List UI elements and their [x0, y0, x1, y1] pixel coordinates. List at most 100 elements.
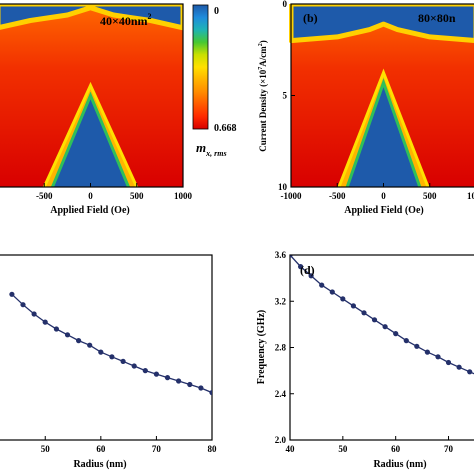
panel-b-ytick-label: 10 [278, 182, 288, 192]
heatmap-b-low-top-region [289, 4, 474, 44]
colorbar-top-label: 0 [214, 6, 219, 17]
colorbar: 0 0.668 mx, rms [192, 4, 237, 158]
panel-b-xtick-label: 1000 [467, 191, 474, 201]
panel-d-frame [289, 254, 474, 441]
panel-d-x-ticks: 40 50 60 70 [286, 436, 454, 454]
panel-c-data-point [120, 358, 126, 364]
panel-c-xtick-label: 70 [152, 444, 162, 454]
panel-d-data-point [340, 296, 346, 302]
panel-c-xtick-label: 80 [208, 444, 218, 454]
panel-c-data-point [209, 390, 212, 396]
panel-d-xtick-label: 60 [391, 444, 401, 454]
panel-b-ytick-label: 0 [283, 0, 288, 9]
panel-c-data-point [31, 311, 37, 317]
panel-c-xtick-label: 60 [96, 444, 106, 454]
panel-d-data-point [393, 331, 399, 337]
panel-c-data-point [42, 319, 48, 325]
heatmap-a-low-top-region [0, 4, 183, 31]
heatmap-b-low-wedge [345, 78, 422, 187]
panel-a: -500 0 500 1000 Applied Field (Oe) 40×40nm2 [0, 3, 193, 216]
panel-d-series-line [290, 255, 474, 375]
panel-b-xtick-label: -1000 [281, 191, 302, 201]
panel-b-xtick-label: 0 [381, 191, 386, 201]
panel-d-label: (d) [300, 263, 315, 277]
panel-d-data-point [414, 343, 420, 349]
panel-c-data-point [131, 363, 137, 369]
panel-c-data-point [164, 375, 171, 381]
panel-d-data-point [435, 354, 441, 360]
panel-d-data-point [371, 317, 378, 323]
panel-d-data-point [290, 255, 293, 258]
panel-d-data-point [350, 303, 356, 309]
panel-c-data-point [20, 302, 26, 308]
panel-c: 50 60 70 80 Radius (nm) [0, 254, 217, 470]
panel-d-data-point [361, 310, 367, 316]
panel-d-data-point [298, 264, 304, 270]
panel-d-points [290, 255, 473, 375]
panel-c-data-point [176, 378, 182, 384]
panel-b-x-ticks: -1000 -500 0 500 1000 [281, 183, 474, 201]
panel-c-xlabel: Radius (nm) [73, 459, 126, 470]
panel-b-ytick-label: 5 [283, 91, 288, 101]
heatmap-a [0, 4, 183, 187]
panel-b-label: (b) [303, 11, 318, 25]
panel-d-data-point [467, 369, 473, 375]
panel-d-data-point [319, 282, 325, 288]
panel-d-ytick-label: 2.0 [275, 435, 287, 445]
panel-d-xtick-label: 50 [338, 444, 348, 454]
panel-d-xtick-label: 70 [444, 444, 454, 454]
colorbar-title: mx, rms [196, 140, 227, 158]
panel-d-xlabel: Radius (nm) [373, 459, 426, 470]
panel-c-x-ticks: 50 60 70 80 [41, 436, 217, 454]
panel-b: -1000 -500 0 500 1000 0 5 10 Applied Field (Oe… [258, 0, 474, 216]
heatmap-b [289, 4, 474, 187]
panel-c-data-point [142, 368, 148, 374]
panel-d-data-point [445, 359, 452, 366]
panel-d-data-point [424, 349, 430, 355]
panel-c-data-point [9, 291, 15, 297]
panel-b-xlabel: Applied Field (Oe) [344, 205, 423, 216]
panel-c-data-point [198, 385, 204, 391]
panel-c-xtick-label: 50 [41, 444, 51, 454]
panel-c-series-line [11, 293, 212, 394]
panel-c-data-point [64, 332, 71, 338]
panel-d-data-point [456, 364, 462, 370]
panel-c-data-point [53, 326, 60, 332]
panel-d-y-ticks: 2.0 2.4 2.8 3.2 3.6 [275, 250, 294, 445]
panel-a-x-ticks: -500 0 500 1000 [36, 183, 193, 201]
panel-a-xtick-label: 1000 [174, 191, 193, 201]
panel-b-xtick-label: -500 [329, 191, 346, 201]
panel-d-ytick-label: 2.4 [275, 389, 287, 399]
panel-c-data-point [98, 349, 104, 355]
panel-c-data-point [109, 354, 115, 360]
panel-d-ytick-label: 3.6 [275, 250, 287, 260]
panel-d-ylabel: Frequency (GHz) [256, 310, 267, 385]
panel-d: 40 50 60 70 2.0 2.4 2.8 3.2 3.6 Radius (nm) Fre… [256, 250, 474, 470]
panel-d-ytick-label: 2.8 [275, 343, 287, 353]
panel-d-data-point [308, 273, 314, 279]
colorbar-gradient [192, 4, 209, 130]
panel-b-xtick-label: 500 [423, 191, 437, 201]
panel-b-y-ticks: 0 5 10 [278, 0, 295, 192]
panel-d-data-point [382, 324, 388, 330]
panel-a-xtick-label: 0 [88, 191, 93, 201]
panel-d-data-point [329, 289, 335, 295]
panel-c-points [9, 291, 212, 396]
panel-a-size-label: 40×40nm2 [100, 12, 152, 28]
panel-c-data-point [153, 371, 159, 377]
panel-c-data-point [76, 338, 82, 344]
panel-c-data-point [187, 381, 193, 388]
panel-d-data-point [403, 338, 409, 344]
panel-a-xtick-label: -500 [36, 191, 53, 201]
panel-b-size-label: 80×80n [418, 11, 456, 25]
panel-d-ytick-label: 3.2 [275, 296, 287, 306]
panel-a-xtick-label: 500 [130, 191, 144, 201]
heatmap-a-low-wedge [50, 91, 131, 187]
panel-c-data-point [87, 342, 93, 348]
panel-d-xtick-label: 40 [286, 444, 296, 454]
colorbar-bottom-label: 0.668 [214, 123, 237, 134]
panel-a-xlabel: Applied Field (Oe) [50, 205, 129, 216]
panel-b-ylabel: Current Density (×107A/cm2) [258, 40, 268, 151]
panel-c-frame [0, 254, 213, 441]
